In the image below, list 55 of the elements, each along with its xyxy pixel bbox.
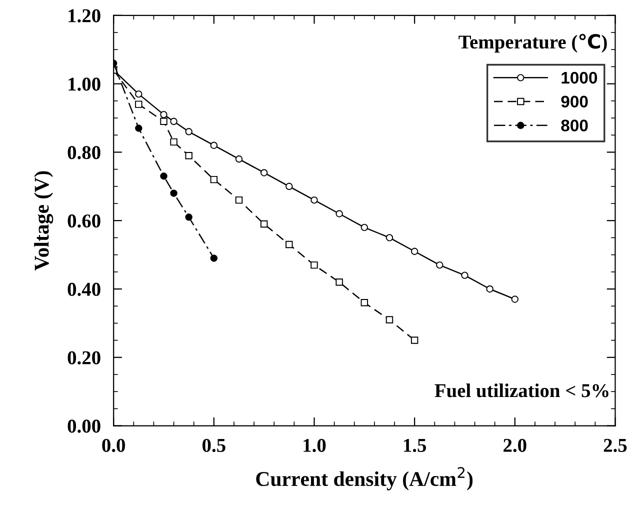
- y-tick-label: 0.40: [68, 282, 100, 296]
- x-axis-title: Current density (A/cm$^{2}$): [256, 467, 473, 490]
- x-tick-label: 1.5: [404, 438, 426, 452]
- point: [436, 261, 444, 269]
- x-tick-label: 0.5: [202, 438, 226, 452]
- point: [210, 142, 218, 149]
- legend-label: 1000: [562, 72, 598, 84]
- point: [135, 90, 142, 98]
- point: [360, 299, 368, 306]
- point: [286, 182, 293, 190]
- y-tick-label: 1.00: [68, 78, 100, 91]
- point: [260, 169, 268, 176]
- point: [185, 128, 192, 136]
- x-tick-label: 2.0: [504, 438, 526, 452]
- point: [185, 152, 192, 160]
- legend-label: 900: [561, 96, 588, 108]
- x-tick-label: 0.0: [102, 438, 125, 452]
- y-tick-label: 0.60: [68, 214, 100, 228]
- x-tick-label: 1.0: [304, 438, 326, 452]
- point: [185, 214, 192, 221]
- y-tick-label: 0.00: [68, 420, 100, 433]
- point: [235, 155, 243, 163]
- point: [135, 124, 142, 132]
- y-axis-title: Voltage (V): [34, 171, 54, 271]
- point: [135, 100, 142, 108]
- point: [511, 296, 519, 303]
- point: [386, 234, 394, 242]
- legend-label: 800: [561, 120, 588, 132]
- y-tick-label: 0.80: [68, 146, 100, 160]
- point: [410, 248, 418, 255]
- point: [286, 240, 293, 248]
- point: [160, 110, 168, 118]
- y-tick-label: 0.20: [68, 351, 100, 364]
- point: [461, 272, 468, 279]
- annotation: Fuel utilization < 5%: [434, 384, 608, 398]
- point: [310, 261, 318, 269]
- point: [235, 196, 243, 204]
- point: [310, 196, 318, 204]
- point: [170, 138, 178, 146]
- point: [170, 190, 178, 197]
- point: [210, 254, 218, 262]
- point: [160, 172, 168, 180]
- point: [160, 118, 168, 126]
- x-tick-label: 2.5: [604, 438, 627, 452]
- point: [486, 285, 494, 293]
- point: [336, 210, 343, 218]
- point: [410, 336, 418, 344]
- point: [336, 278, 343, 286]
- legend-title: Temperature (℃): [458, 34, 607, 53]
- point: [386, 316, 394, 324]
- point: [210, 176, 218, 184]
- point: [360, 224, 368, 232]
- y-tick-label: 1.20: [68, 9, 100, 22]
- point: [170, 118, 178, 126]
- point: [260, 220, 268, 228]
